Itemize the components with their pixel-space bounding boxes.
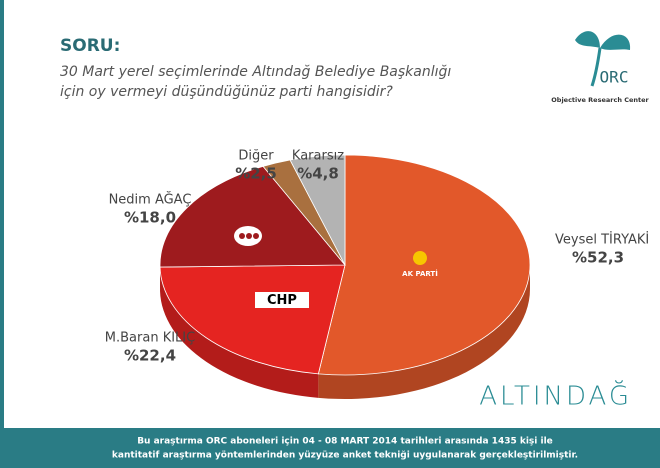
question-line: 30 Mart yerel seçimlerinde Altındağ Bele… (60, 64, 451, 80)
question-line: için oy vermeyi düşündüğünüz parti hangi… (60, 84, 393, 100)
slice-label: Veysel TİRYAKİ (555, 232, 649, 248)
logo-text: AK PARTİ (402, 269, 438, 278)
slice-label: Diğer (238, 149, 274, 164)
value-label: %18,0 (124, 209, 176, 227)
logo-crescent (239, 233, 245, 239)
slice-side (160, 267, 319, 398)
footer-line: kantitatif araştırma yöntemlerinden yüzy… (112, 451, 578, 461)
slice (289, 154, 346, 266)
brand-tagline: Objective Research Center (551, 96, 649, 104)
footer-line: Bu araştırma ORC aboneleri için 04 - 08 … (137, 437, 553, 447)
logo-box (255, 292, 309, 308)
party-logo-akp: AK PARTİ (402, 251, 438, 278)
left-edge (0, 0, 4, 428)
slice (159, 165, 346, 268)
logo-leaf (600, 34, 631, 50)
logo-crescent (246, 233, 252, 239)
pie (159, 154, 531, 399)
region-name: ALTINDAĞ (479, 380, 632, 412)
logo-text: CHP (267, 293, 297, 308)
logo-bulb (413, 251, 427, 265)
brand-name: ORC (600, 68, 629, 87)
logo-crescent (253, 233, 259, 239)
value-label: %22,4 (124, 347, 176, 365)
value-label: %52,3 (572, 249, 624, 267)
logo-leaf (575, 31, 600, 48)
slice (317, 154, 531, 376)
chart-title: SORU: (60, 36, 120, 56)
value-label: %2,5 (235, 165, 277, 183)
slice-label: Kararsız (292, 149, 344, 164)
slice-side (318, 265, 530, 399)
brand-logo: ORC Objective Research Center (551, 31, 650, 104)
slice-label: M.Baran KILIÇ (105, 331, 195, 346)
logo-stem (590, 47, 602, 87)
slice-label: Nedim AĞAÇ (109, 192, 192, 208)
footer-band (0, 428, 660, 468)
party-logo-chp: CHP (255, 292, 309, 308)
value-label: %4,8 (297, 165, 339, 183)
party-logo-mhp (234, 226, 262, 246)
